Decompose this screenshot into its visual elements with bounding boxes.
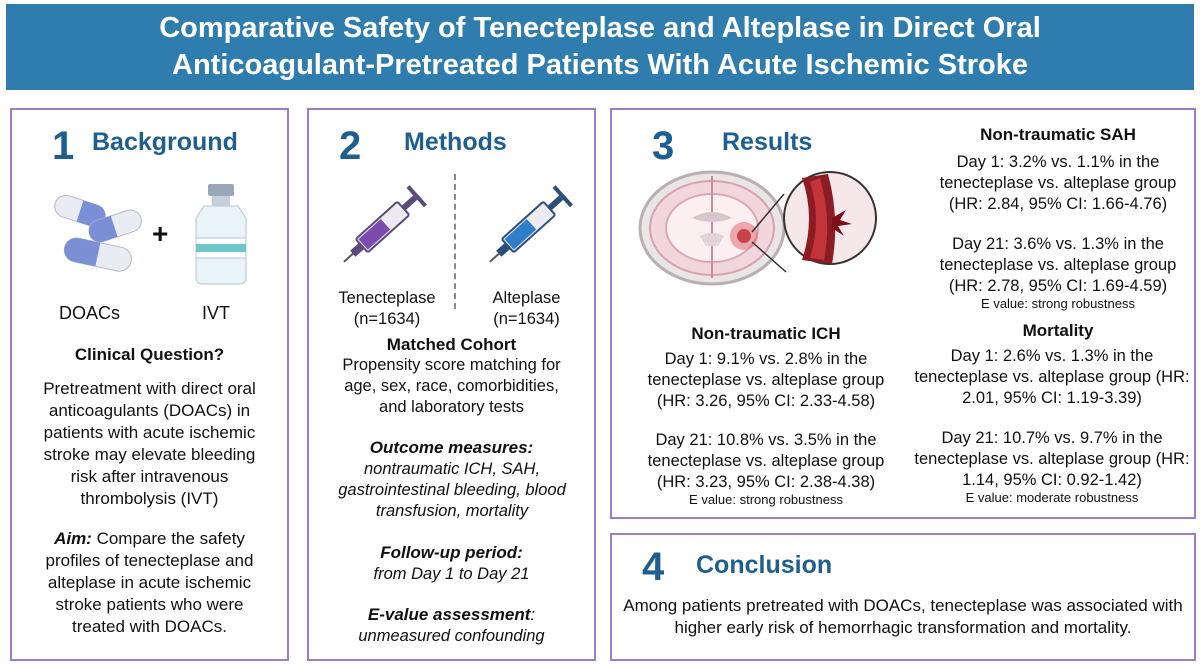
- section-number: 2: [339, 124, 362, 168]
- title-banner: Comparative Safety of Tenecteplase and A…: [6, 4, 1194, 90]
- iv-vial-icon: [195, 184, 247, 285]
- section-number: 1: [52, 124, 75, 168]
- tenecteplase-cohort: Tenecteplase (n=1634): [327, 288, 447, 330]
- alteplase-n: (n=1634): [493, 310, 560, 328]
- alteplase-cohort: Alteplase (n=1634): [469, 288, 584, 330]
- brain-hemorrhage-icon: [638, 170, 787, 286]
- aim-body: Compare the safety profiles of tenectepl…: [45, 529, 254, 636]
- sah-heading: Non-traumatic SAH: [980, 125, 1136, 144]
- outcome-measures-heading: Outcome measures:: [369, 438, 534, 457]
- evalue-colon: :: [530, 605, 536, 624]
- conclusion-text: Among patients pretreated with DOACs, te…: [623, 596, 1183, 637]
- mortality-heading: Mortality: [1022, 321, 1094, 340]
- section-heading: Results: [722, 128, 813, 156]
- results-panel: 3 Results Non-traumatic SAH Day 1: 3.2% …: [610, 108, 1196, 519]
- vessel-rupture-icon: [783, 171, 877, 265]
- sah-day21: Day 21: 3.6% vs. 1.3% in the tenecteplas…: [939, 235, 1177, 295]
- ich-heading: Non-traumatic ICH: [691, 324, 841, 343]
- capsule-pill-icon: [54, 194, 142, 272]
- tenecteplase-n: (n=1634): [353, 310, 421, 328]
- clinical-question-heading: Clinical Question?: [74, 345, 225, 364]
- plus-sign: +: [152, 218, 169, 249]
- mortality-day1: Day 1: 2.6% vs. 1.3% in the tenecteplase…: [914, 347, 1190, 407]
- title-line-1: Comparative Safety of Tenecteplase and A…: [159, 12, 1041, 44]
- cohort-divider: [454, 174, 456, 309]
- sah-evalue: E value: strong robustness: [981, 296, 1135, 311]
- conclusion-panel: 4 Conclusion Among patients pretreated w…: [610, 533, 1196, 661]
- outcome-measures-text: nontraumatic ICH, SAH, gastrointestinal …: [338, 460, 566, 520]
- ivt-label: IVT: [202, 303, 231, 323]
- section-heading: Background: [92, 128, 238, 156]
- section-heading: Conclusion: [696, 551, 833, 579]
- clinical-question-text: Pretreatment with direct oral anticoagul…: [43, 379, 256, 508]
- evalue-heading: E-value assessment: [367, 605, 531, 624]
- syringe-icon: [489, 185, 573, 263]
- ich-day1: Day 1: 9.1% vs. 2.8% in the tenecteplase…: [647, 350, 885, 410]
- ich-day21: Day 21: 10.8% vs. 3.5% in the tenectepla…: [647, 431, 885, 491]
- evalue-text: unmeasured confounding: [358, 627, 545, 645]
- section-number: 3: [652, 124, 675, 168]
- evalue-heading-line: E-value assessment:: [309, 604, 594, 626]
- doacs-label: DOACs: [59, 303, 121, 323]
- tenecteplase-label: Tenecteplase: [338, 289, 436, 307]
- section-number: 4: [642, 545, 665, 589]
- section-heading: Methods: [404, 128, 507, 156]
- matched-cohort-heading: Matched Cohort: [386, 335, 517, 354]
- ich-evalue: E value: strong robustness: [689, 492, 843, 507]
- title-line-2: Anticoagulant-Pretreated Patients With A…: [172, 49, 1028, 81]
- mortality-evalue: E value: moderate robustness: [965, 490, 1139, 505]
- alteplase-label: Alteplase: [492, 289, 561, 307]
- aim-text: Aim: Compare the safety profiles of tene…: [35, 528, 264, 638]
- matched-cohort-text: Propensity score matching for age, sex, …: [342, 356, 561, 416]
- followup-text: from Day 1 to Day 21: [373, 565, 530, 583]
- aim-label: Aim:: [54, 529, 92, 548]
- background-panel: 1 Background + DOACs IVT Clinical Questi…: [10, 108, 289, 661]
- mortality-day21: Day 21: 10.7% vs. 9.7% in the tenectepla…: [914, 429, 1190, 489]
- syringe-icon: [343, 185, 427, 263]
- methods-panel: 2 Methods Tenecteplase (n=1634) Alteplas…: [307, 108, 596, 661]
- sah-day1: Day 1: 3.2% vs. 1.1% in the tenecteplase…: [939, 153, 1177, 213]
- followup-heading: Follow-up period:: [380, 543, 523, 562]
